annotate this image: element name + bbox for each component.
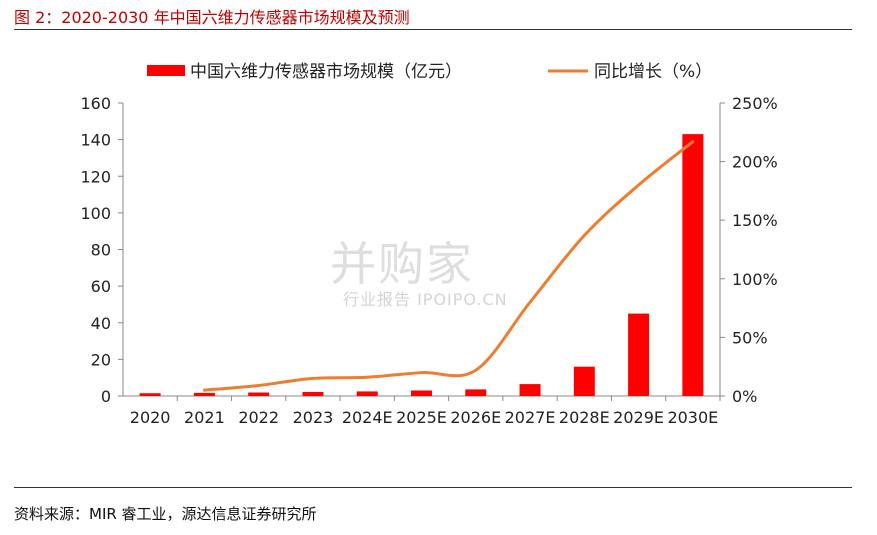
y-left-tick-label: 40: [91, 314, 111, 333]
bar: [682, 134, 704, 396]
y-right-tick-label: 200%: [732, 153, 778, 172]
y-right-tick-label: 150%: [732, 211, 778, 230]
top-divider: [14, 29, 852, 30]
y-right-tick-label: 50%: [732, 328, 768, 347]
bar: [411, 390, 432, 396]
x-tick-label: 2025E: [396, 408, 447, 427]
y-right-tick-label: 0%: [732, 387, 757, 406]
bar: [139, 393, 161, 396]
bar: [465, 389, 487, 396]
chart-svg: 0 20 40 60 80 100 120 140 160 0% 50% 100% 150% 200% 25…: [80, 62, 778, 427]
watermark-subtext: 行业报告 IPOIPO.CN: [343, 290, 508, 309]
x-tick-label: 2026E: [450, 408, 501, 427]
y-left-tick-label: 60: [91, 277, 111, 296]
y-left-tick-label: 160: [80, 94, 111, 113]
bar: [519, 384, 541, 396]
bar: [573, 366, 595, 396]
y-left-tick-label: 140: [80, 131, 111, 150]
source-note: 资料来源：MIR 睿工业，源达信息证券研究所: [14, 505, 317, 523]
bar: [248, 392, 270, 396]
x-tick-label: 2029E: [613, 408, 664, 427]
legend-label-line: 同比增长（%）: [594, 62, 712, 82]
x-tick-label: 2020: [130, 408, 171, 427]
x-tick-label: 2028E: [559, 408, 610, 427]
legend-label-bar: 中国六维力传感器市场规模（亿元）: [190, 62, 462, 82]
y-left-tick-label: 120: [80, 167, 111, 186]
x-tick-label: 2030E: [667, 408, 718, 427]
y-left-tick-label: 20: [91, 350, 111, 369]
y-left-tick-label: 0: [101, 387, 111, 406]
x-tick-label: 2023: [293, 408, 334, 427]
bar: [356, 391, 378, 396]
x-tick-label: 2022: [238, 408, 279, 427]
chart-title: 图 2：2020-2030 年中国六维力传感器市场规模及预测: [14, 8, 410, 27]
y-left-tick-label: 80: [91, 241, 111, 260]
bar: [628, 313, 650, 396]
x-tick-label: 2027E: [505, 408, 556, 427]
y-left-tick-label: 100: [80, 204, 111, 223]
y-right-tick-label: 250%: [732, 94, 778, 113]
x-tick-label: 2021: [184, 408, 225, 427]
x-tick-label: 2024E: [342, 408, 393, 427]
legend-swatch-bar: [147, 65, 185, 76]
series-line: [202, 140, 695, 392]
bottom-divider: [14, 487, 852, 488]
bar: [302, 391, 324, 396]
bar: [193, 392, 215, 396]
y-right-tick-label: 100%: [732, 270, 778, 289]
watermark-text: 并购家: [330, 237, 474, 291]
